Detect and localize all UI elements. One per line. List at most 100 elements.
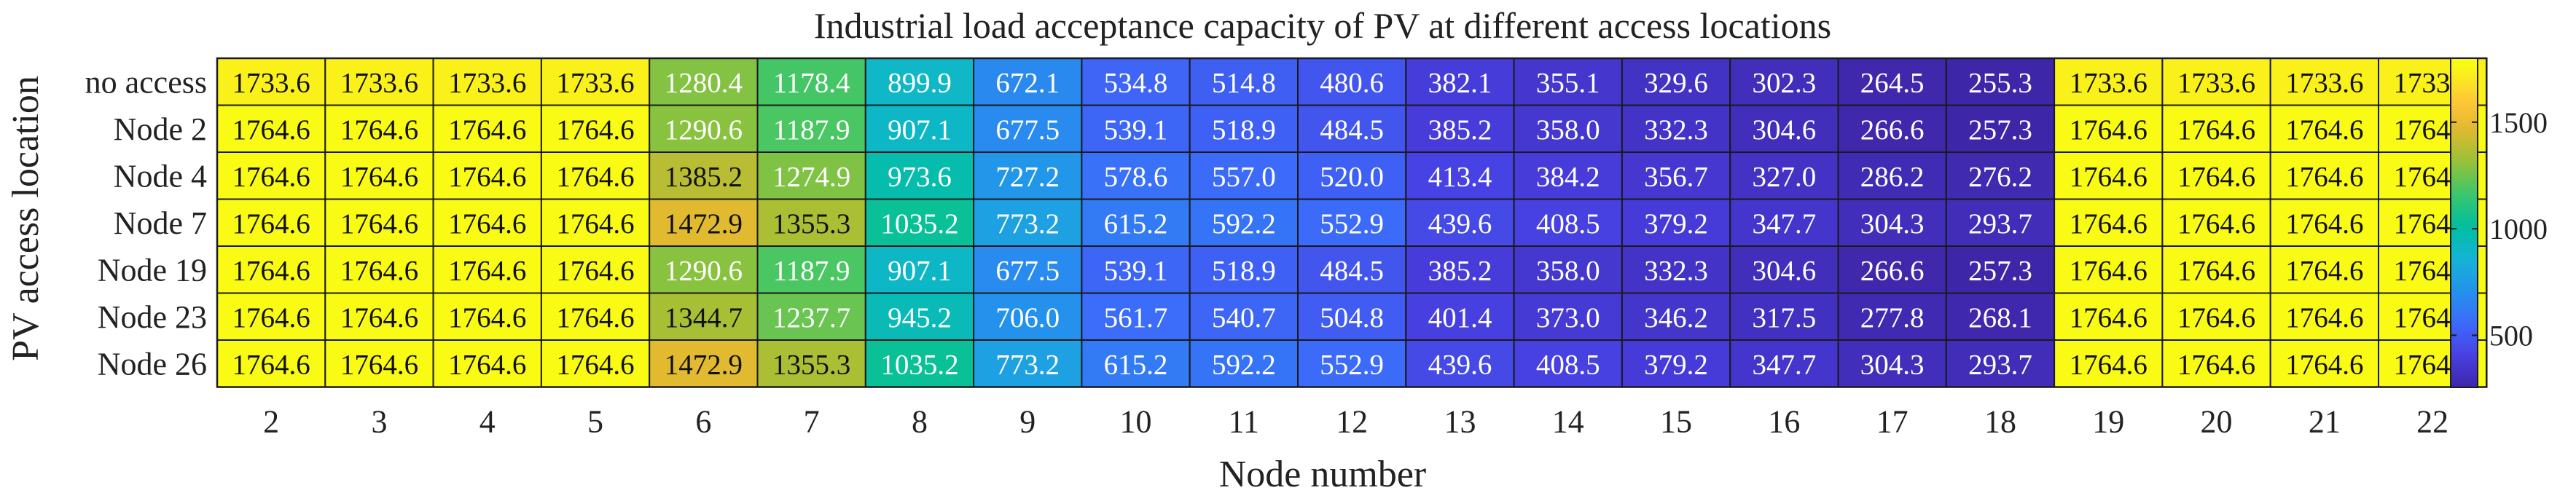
- heatmap-cell: [864, 245, 975, 294]
- x-tick-label: 21: [2309, 404, 2341, 440]
- cell-value-label: 1764.6: [556, 208, 634, 240]
- cell-value-label: 1764.6: [2177, 208, 2255, 240]
- y-tick-label: Node 26: [98, 346, 207, 382]
- cell-value-label: 332.3: [1644, 255, 1708, 286]
- cell-value-label: 480.6: [1320, 67, 1384, 98]
- cell-value-label: 1274.9: [772, 161, 850, 192]
- cell-value-label: 1764.6: [2177, 255, 2255, 286]
- cell-value-label: 1764.6: [2070, 349, 2148, 380]
- cell-value-label: 276.2: [1968, 161, 2032, 192]
- cell-value-label: 706.0: [995, 302, 1060, 334]
- cell-value-label: 401.4: [1428, 302, 1492, 334]
- cell-value-label: 347.7: [1752, 208, 1816, 240]
- heatmap-border: [216, 57, 2488, 388]
- cell-value-label: 332.3: [1644, 114, 1708, 146]
- cell-value-label: 578.6: [1104, 161, 1168, 192]
- cell-value-label: 1764.6: [340, 161, 418, 192]
- cell-value-label: 264.5: [1860, 67, 1925, 98]
- cell-value-label: 1355.3: [772, 349, 850, 380]
- cell-value-label: 379.2: [1644, 349, 1708, 380]
- cell-value-label: 355.1: [1536, 67, 1600, 98]
- cell-value-label: 1733.6: [2285, 67, 2363, 98]
- cell-value-label: 1764.6: [556, 161, 634, 192]
- cell-value-label: 266.6: [1860, 114, 1925, 146]
- heatmap-cell: [1297, 245, 1407, 294]
- cell-value-label: 1472.9: [665, 349, 743, 380]
- colorbar: 500 1000 1500: [2450, 58, 2548, 388]
- cell-value-label: 615.2: [1104, 349, 1168, 380]
- cell-value-label: 1764.6: [2285, 114, 2363, 146]
- cell-value-label: 304.6: [1752, 114, 1816, 146]
- cell-value-label: 514.8: [1212, 67, 1276, 98]
- heatmap-cell: [1081, 198, 1191, 247]
- cell-value-label: 1764.6: [2070, 302, 2148, 334]
- cell-value-label: 1764.6: [448, 255, 526, 286]
- cell-value-label: 327.0: [1752, 161, 1816, 192]
- heatmap-cell: [973, 245, 1083, 294]
- cell-value-label: 304.3: [1860, 208, 1925, 240]
- y-tick-label: Node 23: [98, 299, 207, 335]
- x-tick-label: 18: [1984, 404, 2016, 440]
- cell-value-label: 1764.6: [448, 208, 526, 240]
- cell-value-label: 385.2: [1428, 114, 1492, 146]
- cell-value-label: 1764.6: [2285, 208, 2363, 240]
- heatmap-cell: [973, 104, 1083, 153]
- cell-value-label: 534.8: [1104, 67, 1168, 98]
- heatmap-cell: [649, 151, 759, 200]
- heatmap-cell: [432, 339, 542, 388]
- heatmap-cell: [216, 151, 326, 200]
- cell-value-label: 1764.6: [2285, 302, 2363, 334]
- heatmap-cell: [1189, 104, 1299, 153]
- heatmap-cell: [649, 198, 759, 247]
- cell-value-label: 408.5: [1536, 208, 1600, 240]
- heatmap-cell: [2054, 58, 2164, 106]
- heatmap-cell: [1297, 151, 1407, 200]
- heatmap-cell: [1621, 292, 1731, 341]
- cell-value-label: 907.1: [888, 255, 952, 286]
- cell-value-label: 1280.4: [665, 67, 743, 98]
- heatmap-cell: [756, 198, 866, 247]
- x-tick-label: 2: [263, 404, 279, 440]
- heatmap-cell: [216, 58, 326, 106]
- cell-value-label: 293.7: [1968, 349, 2032, 380]
- cell-value-label: 1187.9: [773, 114, 850, 146]
- heatmap-cell: [1081, 245, 1191, 294]
- heatmap-cell: [432, 104, 542, 153]
- cell-value-label: 945.2: [888, 302, 952, 334]
- cell-value-label: 356.7: [1644, 161, 1708, 192]
- heatmap-cell: [1621, 245, 1731, 294]
- colorbar-tick-label: 1000: [2489, 213, 2548, 245]
- heatmap-cell: [1837, 245, 1947, 294]
- x-axis-label: Node number: [1219, 454, 1426, 495]
- cell-value-label: 1764.6: [2285, 255, 2363, 286]
- x-tick-label: 15: [1660, 404, 1692, 440]
- heatmap-cell: [649, 339, 759, 388]
- cell-value-label: 302.3: [1752, 67, 1816, 98]
- heatmap-cell: [1837, 151, 1947, 200]
- cell-value-label: 1178.4: [773, 67, 850, 98]
- cell-value-label: 1764.6: [2177, 349, 2255, 380]
- cell-value-label: 304.6: [1752, 255, 1816, 286]
- cell-value-label: 1472.9: [665, 208, 743, 240]
- cell-value-label: 1733.6: [340, 67, 418, 98]
- cell-value-label: 1733.6: [2070, 67, 2148, 98]
- cell-value-label: 382.1: [1428, 67, 1492, 98]
- colorbar-tick-label: 500: [2489, 319, 2533, 352]
- cell-value-label: 1764.6: [232, 208, 310, 240]
- heatmap-cell: [2269, 58, 2379, 106]
- cell-value-label: 304.3: [1860, 349, 1925, 380]
- cell-value-label: 1764.6: [232, 161, 310, 192]
- y-axis-label: PV access location: [5, 76, 47, 361]
- x-tick-label: 5: [587, 404, 603, 440]
- y-tick-label: Node 7: [114, 205, 207, 241]
- cell-value-label: 1764.6: [556, 302, 634, 334]
- heatmap-cell: [540, 198, 651, 247]
- cell-value-label: 268.1: [1968, 302, 2032, 334]
- cell-value-label: 439.6: [1428, 208, 1492, 240]
- heatmap-cell: [1405, 151, 1515, 200]
- cell-value-label: 1733.6: [556, 67, 634, 98]
- cell-value-label: 615.2: [1104, 208, 1168, 240]
- heatmap-cell: [1405, 339, 1515, 388]
- heatmap-cell: [432, 198, 542, 247]
